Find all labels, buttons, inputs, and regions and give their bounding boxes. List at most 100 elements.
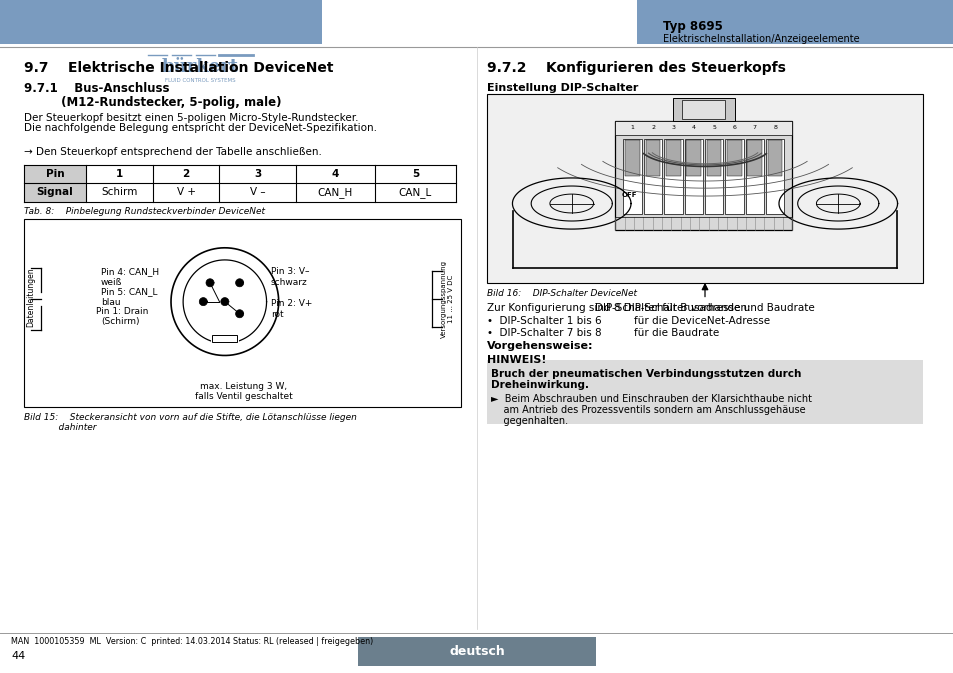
- Text: ►  Beim Abschrauben und Einschrauben der Klarsichthaube nicht: ► Beim Abschrauben und Einschrauben der …: [491, 394, 811, 404]
- Text: Pin: Pin: [46, 169, 64, 179]
- Polygon shape: [206, 279, 213, 287]
- Text: Typ 8695: Typ 8695: [662, 20, 722, 34]
- Bar: [0, 0, 322, 44]
- Text: Schirm: Schirm: [101, 188, 137, 197]
- Polygon shape: [235, 310, 243, 318]
- Text: 2: 2: [650, 125, 655, 130]
- Text: 9.7.2    Konfigurieren des Steuerkopfs: 9.7.2 Konfigurieren des Steuerkopfs: [486, 61, 784, 75]
- Bar: [24, 165, 86, 202]
- Text: bürkert: bürkert: [162, 59, 238, 76]
- Bar: [767, 139, 781, 176]
- Text: 5: 5: [412, 169, 418, 179]
- Text: 9.7.1    Bus-Anschluss: 9.7.1 Bus-Anschluss: [24, 82, 170, 95]
- Text: Pin 4: CAN_H: Pin 4: CAN_H: [101, 267, 159, 276]
- Text: 8: 8: [772, 125, 777, 130]
- Text: HINWEIS!: HINWEIS!: [486, 355, 545, 365]
- Text: 11 ... 25 V DC: 11 ... 25 V DC: [448, 275, 454, 323]
- Text: 44: 44: [11, 651, 26, 662]
- Bar: [357, 637, 596, 666]
- Text: 4: 4: [332, 169, 338, 179]
- Text: gegenhalten.: gegenhalten.: [491, 416, 568, 426]
- Polygon shape: [199, 297, 207, 306]
- Bar: [211, 332, 239, 345]
- Text: 4: 4: [691, 125, 695, 130]
- Bar: [213, 335, 237, 342]
- Bar: [765, 139, 783, 214]
- Bar: [665, 139, 680, 176]
- Text: 6: 6: [732, 125, 736, 130]
- Text: Versorgungsspannung: Versorgungsspannung: [440, 260, 446, 338]
- Text: OFF: OFF: [620, 192, 636, 199]
- Bar: [615, 120, 792, 230]
- Text: Bild 16:    DIP-Schalter DeviceNet: Bild 16: DIP-Schalter DeviceNet: [486, 289, 636, 298]
- Text: Pin 3: V–: Pin 3: V–: [271, 267, 309, 276]
- Text: Zur Konfigurierung sind 8 DIP-Schalter vorhanden:: Zur Konfigurierung sind 8 DIP-Schalter v…: [486, 303, 749, 313]
- Text: Datenleitungen: Datenleitungen: [26, 268, 35, 327]
- Bar: [726, 139, 741, 176]
- Bar: [643, 139, 661, 214]
- Bar: [747, 139, 761, 176]
- Text: 2: 2: [182, 169, 190, 179]
- Text: schwarz: schwarz: [271, 278, 307, 287]
- Bar: [623, 139, 641, 214]
- Text: (M12-Rundstecker, 5-polig, male): (M12-Rundstecker, 5-polig, male): [24, 96, 281, 108]
- Text: 5: 5: [711, 125, 716, 130]
- Text: Pin 5: CAN_L: Pin 5: CAN_L: [101, 287, 157, 296]
- Text: V –: V –: [250, 188, 265, 197]
- Text: weiß: weiß: [101, 278, 122, 287]
- Text: Einstellung DIP-Schalter: Einstellung DIP-Schalter: [486, 83, 638, 93]
- Text: Dreheinwirkung.: Dreheinwirkung.: [491, 380, 589, 390]
- Text: Tab. 8:    Pinbelegung Rundsteckverbinder DeviceNet: Tab. 8: Pinbelegung Rundsteckverbinder D…: [24, 207, 265, 215]
- Text: MAN  1000105359  ML  Version: C  printed: 14.03.2014 Status: RL (released | frei: MAN 1000105359 ML Version: C printed: 14…: [11, 637, 374, 645]
- Text: ElektrischeInstallation/Anzeigeelemente: ElektrischeInstallation/Anzeigeelemente: [662, 34, 859, 44]
- Bar: [486, 360, 923, 424]
- Text: V +: V +: [176, 188, 195, 197]
- Text: max. Leistung 3 W,: max. Leistung 3 W,: [200, 382, 287, 392]
- Text: für die DeviceNet-Adresse: für die DeviceNet-Adresse: [634, 316, 770, 326]
- Bar: [724, 139, 743, 214]
- Text: •  DIP-Schalter 1 bis 6: • DIP-Schalter 1 bis 6: [486, 316, 600, 326]
- Bar: [615, 120, 792, 135]
- Text: DIP-Schalter für Busadresse und Baudrate: DIP-Schalter für Busadresse und Baudrate: [595, 303, 814, 313]
- Text: → Den Steuerkopf entsprechend der Tabelle anschließen.: → Den Steuerkopf entsprechend der Tabell…: [24, 147, 321, 157]
- Bar: [645, 139, 659, 176]
- Text: 9.7    Elektrische Installation DeviceNet: 9.7 Elektrische Installation DeviceNet: [24, 61, 333, 75]
- Text: Pin 1: Drain: Pin 1: Drain: [96, 308, 149, 316]
- Bar: [672, 98, 734, 120]
- Text: CAN_H: CAN_H: [317, 187, 353, 198]
- Bar: [686, 139, 700, 176]
- Text: 1: 1: [630, 125, 634, 130]
- Bar: [684, 139, 702, 214]
- Bar: [706, 139, 720, 176]
- Text: für die Baudrate: für die Baudrate: [634, 328, 719, 338]
- Text: falls Ventil geschaltet: falls Ventil geschaltet: [194, 392, 293, 401]
- Polygon shape: [220, 297, 229, 306]
- Text: 3: 3: [671, 125, 675, 130]
- Bar: [745, 139, 763, 214]
- Text: Der Steuerkopf besitzt einen 5-poligen Micro-Style-Rundstecker.: Der Steuerkopf besitzt einen 5-poligen M…: [24, 113, 358, 123]
- Text: Vorgehensweise:: Vorgehensweise:: [486, 341, 593, 351]
- Text: dahinter: dahinter: [24, 423, 96, 431]
- Bar: [681, 100, 724, 118]
- Text: Bild 15:    Steckeransicht von vorn auf die Stifte, die Lötanschlüsse liegen: Bild 15: Steckeransicht von vorn auf die…: [24, 413, 356, 421]
- Bar: [486, 94, 923, 283]
- Polygon shape: [235, 279, 243, 287]
- Text: deutsch: deutsch: [449, 645, 504, 658]
- Text: •  DIP-Schalter 7 bis 8: • DIP-Schalter 7 bis 8: [486, 328, 600, 338]
- Text: CAN_L: CAN_L: [398, 187, 432, 198]
- Text: 7: 7: [752, 125, 756, 130]
- Text: 3: 3: [253, 169, 261, 179]
- Text: Bruch der pneumatischen Verbindungsstutzen durch: Bruch der pneumatischen Verbindungsstutz…: [491, 369, 801, 379]
- Bar: [625, 139, 639, 176]
- Text: 1: 1: [115, 169, 123, 179]
- Bar: [704, 139, 722, 214]
- Bar: [24, 219, 460, 407]
- Bar: [663, 139, 682, 214]
- Text: (Schirm): (Schirm): [101, 317, 139, 326]
- Text: Die nachfolgende Belegung entspricht der DeviceNet-Spezifikation.: Die nachfolgende Belegung entspricht der…: [24, 123, 376, 133]
- Text: Pin 2: V+: Pin 2: V+: [271, 299, 312, 308]
- Text: blau: blau: [101, 298, 120, 307]
- Text: rot: rot: [271, 310, 283, 319]
- Bar: [637, 0, 953, 44]
- Text: FLUID CONTROL SYSTEMS: FLUID CONTROL SYSTEMS: [165, 78, 235, 83]
